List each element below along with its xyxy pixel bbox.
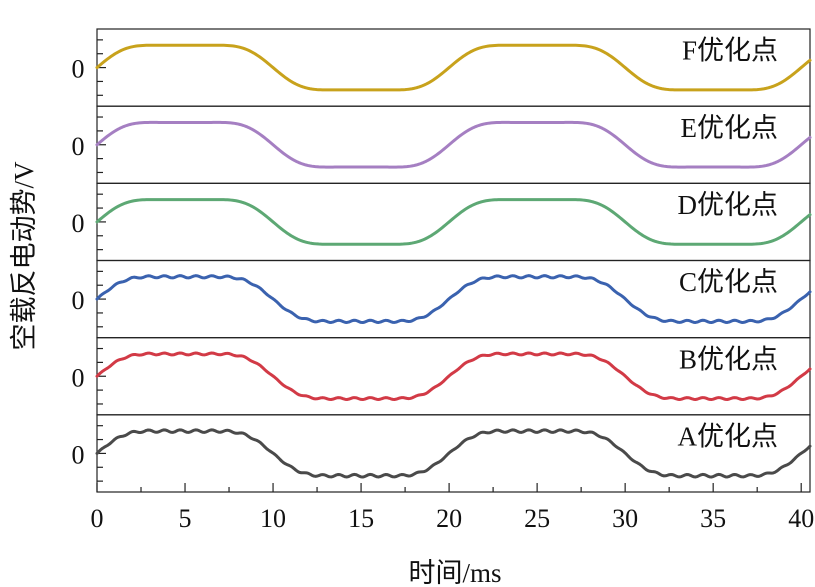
y-tick-label: 0 (72, 209, 85, 238)
series-line-E优化点 (95, 120, 812, 169)
y-tick-label: 0 (72, 55, 85, 84)
x-tick-label: 15 (348, 504, 374, 533)
panel-5: 0 B优化点 (72, 337, 812, 416)
panel-label: B优化点 (679, 344, 778, 374)
panels-group: 0 F优化点 0 E优化点 0 D优化点 0 C优化点 0 B优化点 0 A优化点 (72, 28, 812, 493)
x-tick-label: 20 (436, 504, 462, 533)
panel-label: D优化点 (678, 190, 779, 220)
x-axis: 0 5 10 15 20 25 30 35 40 (91, 483, 814, 533)
series-line-B优化点 (95, 351, 812, 402)
x-tick-label: 10 (260, 504, 286, 533)
x-tick-label: 35 (700, 504, 726, 533)
y-tick-label: 0 (72, 132, 85, 161)
x-tick-label: 25 (524, 504, 550, 533)
y-axis-label: 空载反电动势/V (9, 161, 39, 351)
y-tick-label: 0 (72, 440, 85, 469)
panel-1: 0 F优化点 (72, 28, 812, 107)
x-tick-label: 5 (179, 504, 192, 533)
panel-6: 0 A优化点 (72, 414, 812, 493)
y-tick-label: 0 (72, 363, 85, 392)
series-line-C优化点 (95, 274, 812, 325)
x-tick-label: 30 (612, 504, 638, 533)
panel-4: 0 C优化点 (72, 259, 812, 339)
series-line-A优化点 (95, 428, 812, 479)
x-axis-label: 时间/ms (408, 558, 501, 587)
series-line-F优化点 (95, 43, 812, 92)
panel-3: 0 D优化点 (72, 182, 812, 262)
panel-label: E优化点 (681, 113, 779, 143)
x-tick-label: 40 (788, 504, 814, 533)
panel-label: A优化点 (678, 421, 779, 451)
x-tick-label: 0 (91, 504, 104, 533)
panel-label: C优化点 (679, 267, 778, 297)
y-tick-label: 0 (72, 286, 85, 315)
panel-label: F优化点 (682, 36, 778, 66)
panel-2: 0 E优化点 (72, 105, 812, 184)
series-line-D优化点 (95, 198, 812, 246)
